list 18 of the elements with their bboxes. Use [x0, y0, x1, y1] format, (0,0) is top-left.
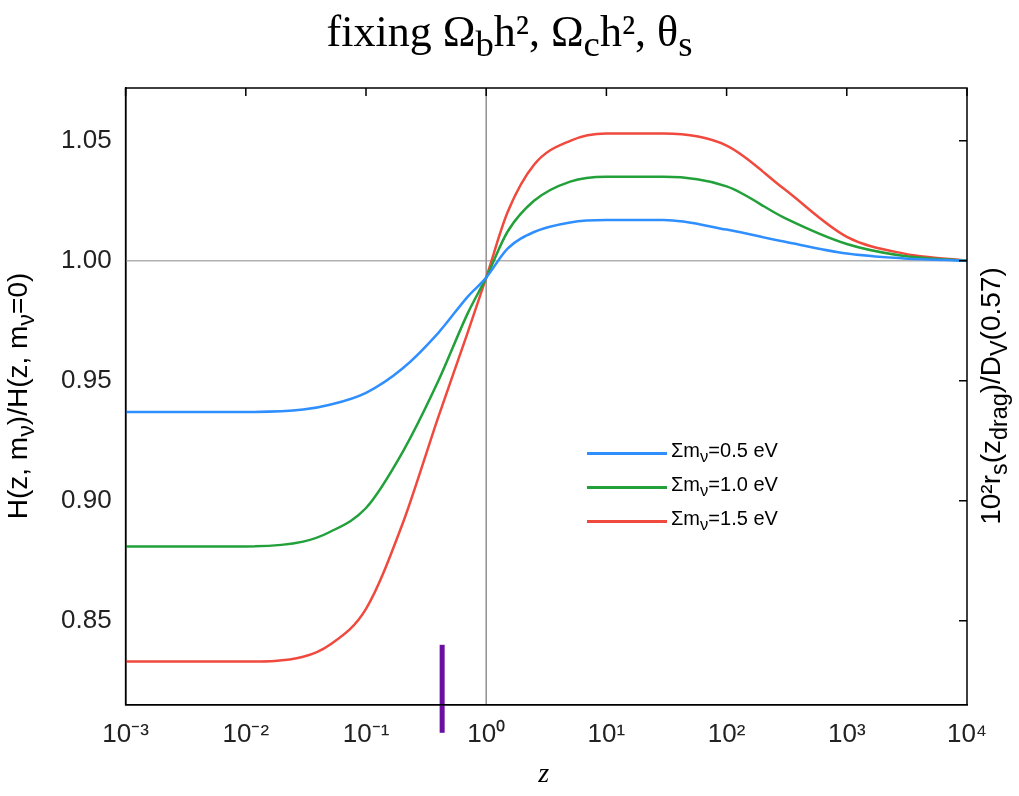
legend-label: Σm$_{ν}$=1.0 eV: [671, 473, 778, 502]
y-tick-label: 1.05: [60, 123, 112, 154]
chart-title: fixing Ω$_{b}$h², Ω$_{c}$h², θ$_{s}$: [325, 6, 694, 65]
x-axis-title: z: [538, 756, 550, 789]
x-tick-label: 10⁻¹: [342, 717, 390, 748]
x-tick-label: 10³: [828, 717, 866, 748]
x-tick-label: 10⁻³: [102, 717, 150, 748]
x-tick-label: 10⁴: [946, 717, 988, 748]
y-tick-label: 0.90: [60, 483, 112, 514]
legend-label: Σm$_{ν}$=1.5 eV: [671, 507, 778, 536]
x-tick-label: 10⁰: [467, 717, 506, 748]
legend-label: Σm$_{ν}$=0.5 eV: [671, 439, 778, 468]
y-tick-label: 1.00: [60, 243, 112, 274]
x-tick-label: 10²: [707, 717, 746, 748]
y-tick-label: 0.85: [60, 603, 112, 634]
x-tick-label: 10⁻²: [222, 717, 270, 748]
y-tick-label: 0.95: [60, 363, 112, 394]
x-tick-label: 10¹: [587, 717, 626, 748]
